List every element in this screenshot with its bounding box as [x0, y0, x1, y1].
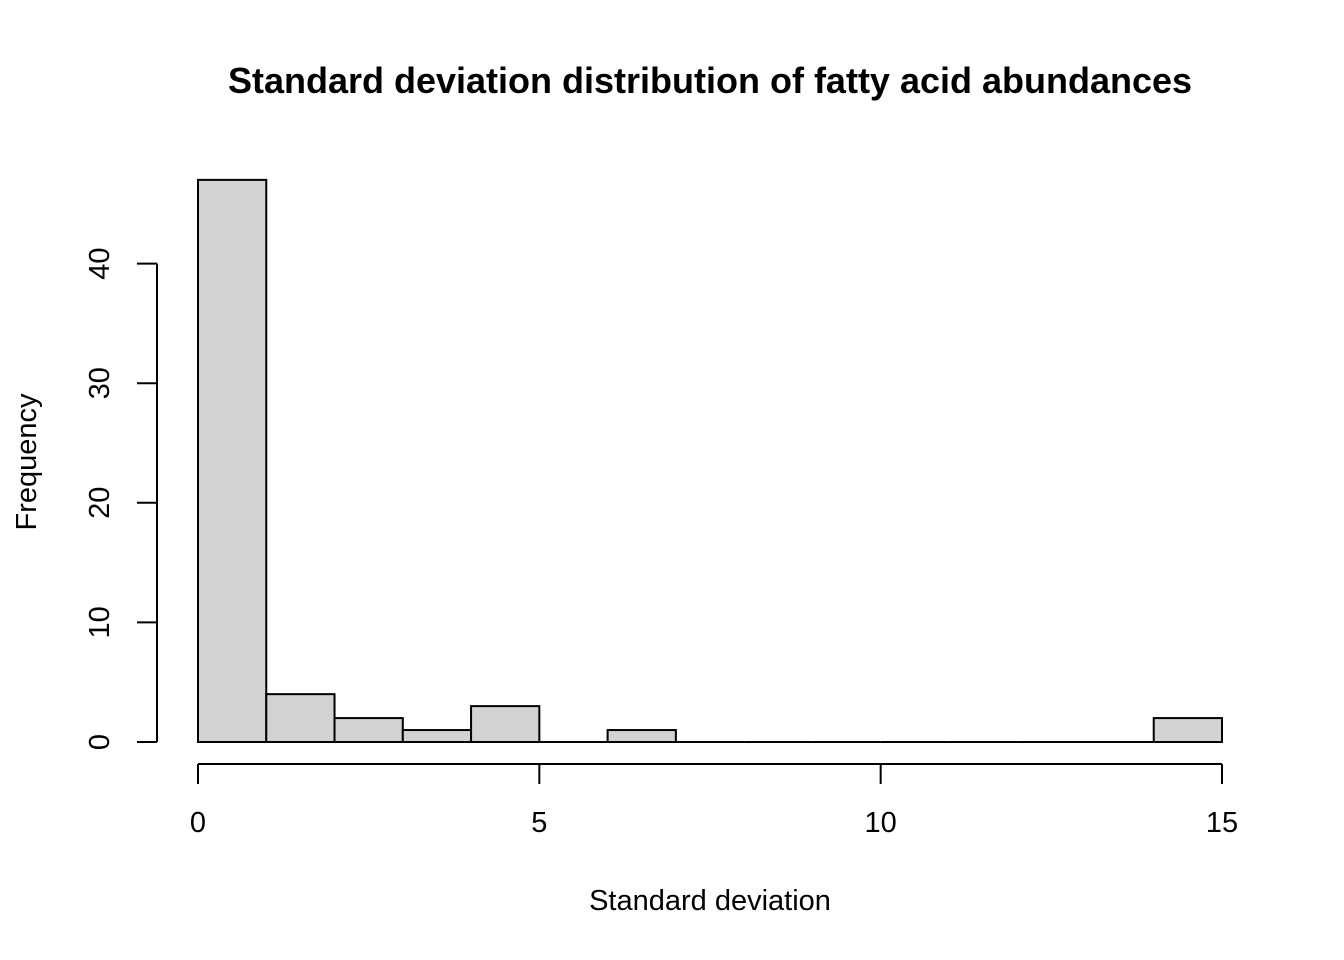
histogram-bar [401, 729, 473, 743]
chart-title: Standard deviation distribution of fatty… [228, 60, 1192, 101]
histogram-bar [333, 717, 404, 744]
histogram-bar [470, 705, 541, 743]
y-tick-label: 30 [84, 367, 116, 399]
bars-group [197, 178, 1223, 744]
x-tick-label: 15 [1206, 807, 1238, 839]
y-tick-label: 10 [84, 606, 116, 638]
x-tick-label: 5 [531, 807, 547, 839]
x-axis-label: Standard deviation [589, 885, 831, 917]
histogram-bar [197, 178, 268, 743]
y-axis-label: Frequency [11, 393, 43, 531]
x-tick-label: 10 [865, 807, 897, 839]
histogram-bar [1152, 717, 1223, 744]
y-tick-label: 40 [84, 247, 116, 279]
y-tick-label: 20 [84, 487, 116, 519]
histogram-bar [606, 729, 677, 743]
x-tick-label: 0 [190, 807, 206, 839]
x-axis: 0 5 10 15 [190, 763, 1238, 839]
histogram-bar [265, 693, 336, 743]
y-tick-label: 0 [84, 734, 116, 750]
y-axis: 0 10 20 30 40 [84, 247, 158, 750]
